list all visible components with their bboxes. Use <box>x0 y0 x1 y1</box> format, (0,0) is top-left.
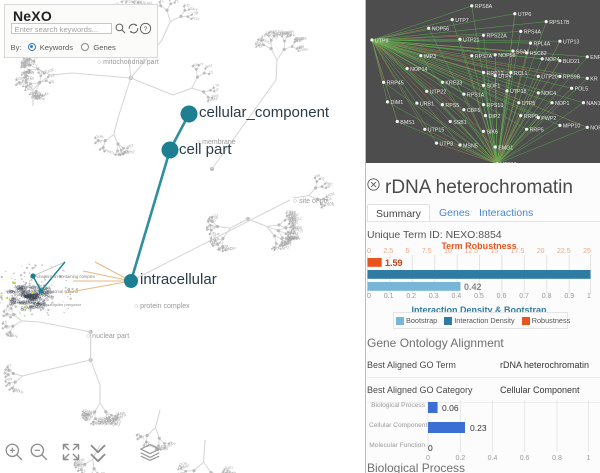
svg-text:UTP13: UTP13 <box>563 40 580 46</box>
svg-text:RPS1A: RPS1A <box>467 92 485 98</box>
svg-text:UTP18: UTP18 <box>510 89 527 95</box>
svg-text:HSC82: HSC82 <box>530 51 547 57</box>
svg-text:SIK6: SIK6 <box>487 130 499 136</box>
svg-text:UTP9: UTP9 <box>375 38 389 44</box>
svg-text:CBF5: CBF5 <box>467 108 481 114</box>
svg-text:PWP2: PWP2 <box>541 116 556 122</box>
svg-text:RPS13: RPS13 <box>487 103 504 109</box>
svg-text:0: 0 <box>428 443 433 453</box>
svg-text:KRE33: KRE33 <box>445 81 462 87</box>
svg-text:KR: KR <box>590 77 598 83</box>
svg-text:UTP8: UTP8 <box>440 141 454 147</box>
svg-text:NOP4: NOP4 <box>545 57 559 63</box>
svg-text:RCL1: RCL1 <box>514 71 528 77</box>
svg-text:MPP10: MPP10 <box>563 124 580 130</box>
svg-text:0.4: 0.4 <box>488 455 498 460</box>
svg-text:RPS17B: RPS17B <box>549 20 570 26</box>
svg-text:RRP9: RRP9 <box>524 114 538 120</box>
svg-text:DIP2: DIP2 <box>489 114 501 120</box>
svg-text:RRP5: RRP5 <box>530 128 544 134</box>
svg-text:0.2: 0.2 <box>456 455 466 460</box>
svg-text:BMS1: BMS1 <box>400 120 414 126</box>
svg-text:ENP1: ENP1 <box>590 55 600 61</box>
svg-text:UTP15: UTP15 <box>428 128 445 134</box>
svg-text:MSN5: MSN5 <box>463 143 478 149</box>
svg-text:RPS5: RPS5 <box>445 103 459 109</box>
svg-text:RPL4A: RPL4A <box>534 41 551 47</box>
svg-text:NOP6: NOP6 <box>590 126 600 132</box>
svg-text:0.6: 0.6 <box>520 455 530 460</box>
svg-text:EMG1: EMG1 <box>498 145 513 151</box>
svg-text:IMP3: IMP3 <box>424 54 436 60</box>
svg-text:RPS9B: RPS9B <box>563 75 581 81</box>
svg-text:UTP4: UTP4 <box>498 74 512 80</box>
svg-text:0.06: 0.06 <box>442 403 459 413</box>
svg-text:NOC4: NOC4 <box>541 91 556 97</box>
svg-text:UTP10: UTP10 <box>500 162 517 163</box>
svg-text:UTP21: UTP21 <box>463 38 480 44</box>
svg-text:RPS7A: RPS7A <box>475 54 493 60</box>
svg-text:0.8: 0.8 <box>552 455 562 460</box>
svg-text:URB1: URB1 <box>420 101 434 107</box>
svg-text:NOP58: NOP58 <box>498 53 515 59</box>
svg-text:UTP7: UTP7 <box>455 18 469 24</box>
svg-text:RPS22A: RPS22A <box>487 34 508 40</box>
svg-text:UTP22: UTP22 <box>430 90 447 96</box>
svg-text:NAN1: NAN1 <box>586 101 600 107</box>
svg-text:SSA1: SSA1 <box>516 49 530 55</box>
svg-text:RPS4A: RPS4A <box>524 30 542 36</box>
svg-text:SOF1: SOF1 <box>487 84 501 90</box>
svg-text:BUD21: BUD21 <box>563 59 580 65</box>
svg-text:UTP5: UTP5 <box>522 101 536 107</box>
svg-text:UTP6: UTP6 <box>518 12 532 18</box>
svg-text:NOP14: NOP14 <box>410 67 427 73</box>
svg-text:NOP56: NOP56 <box>432 27 449 33</box>
svg-text:POL5: POL5 <box>575 87 589 93</box>
svg-text:SSB1: SSB1 <box>453 120 467 126</box>
svg-text:DIM1: DIM1 <box>391 100 404 106</box>
svg-text:UTP20: UTP20 <box>541 75 558 81</box>
svg-text:0.23: 0.23 <box>470 423 487 433</box>
svg-text:0: 0 <box>426 455 430 460</box>
svg-text:RRP45: RRP45 <box>387 81 404 87</box>
svg-text:NOP1: NOP1 <box>555 101 569 107</box>
svg-text:1: 1 <box>587 455 591 460</box>
svg-text:RPS8A: RPS8A <box>475 4 493 10</box>
